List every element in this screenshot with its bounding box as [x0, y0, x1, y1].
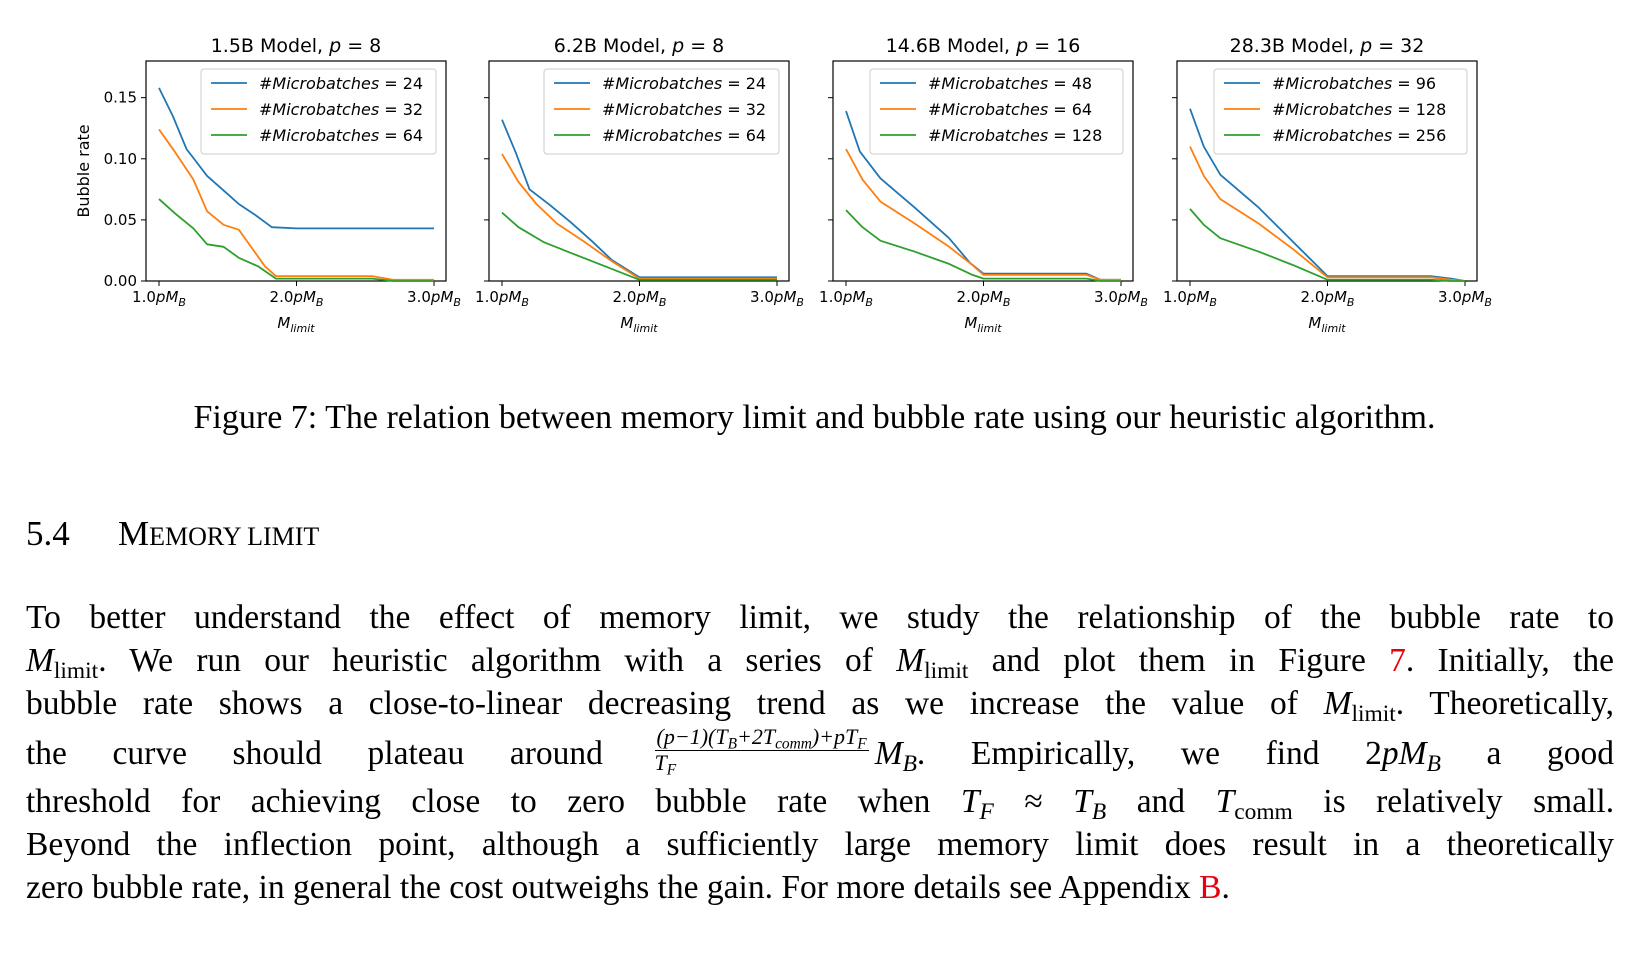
para-line-4: the curve should plateau around (p−1)(TB… [26, 724, 1615, 779]
x-tick-label: 2.0pMB [270, 288, 324, 309]
legend-box [200, 68, 437, 155]
appendix-ref-link[interactable]: B [1199, 869, 1222, 906]
chart-title: 28.3B Model, p = 32 [1230, 35, 1425, 57]
para-line-3: bubble rate shows a close-to-linear decr… [26, 685, 1615, 728]
legend-label: #Microbatches = 24 [259, 74, 423, 93]
legend-label: #Microbatches = 32 [602, 100, 766, 119]
series-line-3 [158, 198, 434, 282]
x-axis-label: Mlimit [1308, 314, 1346, 335]
x-tick-label: 1.0pMB [1163, 288, 1217, 309]
x-tick-label: 1.0pMB [819, 288, 873, 309]
legend-label: #Microbatches = 24 [602, 74, 766, 93]
x-axis-label: Mlimit [277, 314, 315, 335]
x-tick-label: 2.0pMB [957, 288, 1011, 309]
x-tick-label: 2.0pMB [613, 288, 667, 309]
legend-label: #Microbatches = 128 [928, 126, 1102, 145]
series-line-2 [158, 128, 434, 281]
legend-label: #Microbatches = 64 [928, 100, 1092, 119]
legend-label: #Microbatches = 256 [1272, 126, 1446, 145]
x-tick-label: 1.0pMB [132, 288, 186, 309]
chart-panel-2: 6.2B Model, p = 8 1.0pMB 2.0pMB 3.0pMB Mlimi… [475, 35, 804, 335]
y-tick-label: 0.05 [104, 211, 137, 229]
series-line-3 [501, 211, 777, 281]
y-tick-label: 0.00 [104, 272, 137, 290]
section-number: 5.4 [26, 514, 70, 553]
chart-title: 6.2B Model, p = 8 [554, 35, 725, 57]
series-line-2 [1189, 146, 1466, 282]
y-tick-label: 0.15 [104, 89, 137, 107]
legend-label: #Microbatches = 128 [1272, 100, 1446, 119]
figure-ref-link[interactable]: 7 [1389, 642, 1406, 679]
legend-label: #Microbatches = 48 [928, 74, 1092, 93]
para-line-5: threshold for achieving close to zero bu… [26, 783, 1615, 826]
legend-label: #Microbatches = 64 [602, 126, 766, 145]
figure-7: 1.5B Model, p = 8 1.0pMB 2.0pMB 3.0pMB Mlimi… [74, 35, 1492, 335]
para-line-6: Beyond the inflection point, although a … [26, 826, 1614, 863]
series-line-1 [158, 87, 434, 230]
chart-panel-4: 28.3B Model, p = 32 1.0pMB 2.0pMB 3.0pMB Mli… [1163, 35, 1492, 335]
chart-panel-1: 1.5B Model, p = 8 1.0pMB 2.0pMB 3.0pMB Mlimi… [74, 35, 461, 335]
series-line-1 [501, 119, 777, 279]
figure-caption: Figure 7: The relation between memory li… [193, 399, 1436, 436]
para-line-1: To better understand the effect of memor… [26, 599, 1614, 636]
chart-title: 14.6B Model, p = 16 [886, 35, 1081, 57]
series-line-3 [1189, 208, 1465, 282]
legend-label: #Microbatches = 96 [1272, 74, 1436, 93]
y-axis-label: Bubble rate [74, 124, 93, 217]
legend-box [543, 68, 780, 155]
section-title-initial: M [118, 514, 150, 553]
legend-label: #Microbatches = 64 [259, 126, 423, 145]
x-axis-label: Mlimit [964, 314, 1002, 335]
x-tick-label: 3.0pMB [407, 288, 461, 309]
series-line-1 [1189, 108, 1466, 282]
section-title-rest: EMORY LIMIT [149, 522, 320, 551]
legend-label: #Microbatches = 32 [259, 100, 423, 119]
x-tick-label: 3.0pMB [1438, 288, 1492, 309]
series-line-3 [845, 209, 1121, 282]
series-line-2 [845, 148, 1121, 281]
legend-box [869, 68, 1124, 155]
x-tick-label: 3.0pMB [1094, 288, 1148, 309]
chart-panel-3: 14.6B Model, p = 16 1.0pMB 2.0pMB 3.0pMB Mli… [819, 35, 1148, 335]
x-tick-label: 3.0pMB [750, 288, 804, 309]
x-tick-label: 2.0pMB [1301, 288, 1355, 309]
chart-title: 1.5B Model, p = 8 [211, 35, 382, 57]
x-tick-label: 1.0pMB [475, 288, 529, 309]
x-axis-label: Mlimit [620, 314, 658, 335]
y-tick-label: 0.10 [104, 150, 137, 168]
series-line-2 [501, 153, 777, 280]
para-line-7: zero bubble rate, in general the cost ou… [26, 869, 1230, 906]
para-line-2: Mlimit. We run our heuristic algorithm w… [26, 642, 1615, 685]
plateau-fraction: (p−1)(TB+2Tcomm)+pTF TF [654, 724, 869, 779]
body-paragraph: To better understand the effect of memor… [26, 596, 1614, 909]
legend-box [1213, 68, 1468, 155]
section-heading: 5.4 MEMORY LIMIT [26, 513, 319, 558]
